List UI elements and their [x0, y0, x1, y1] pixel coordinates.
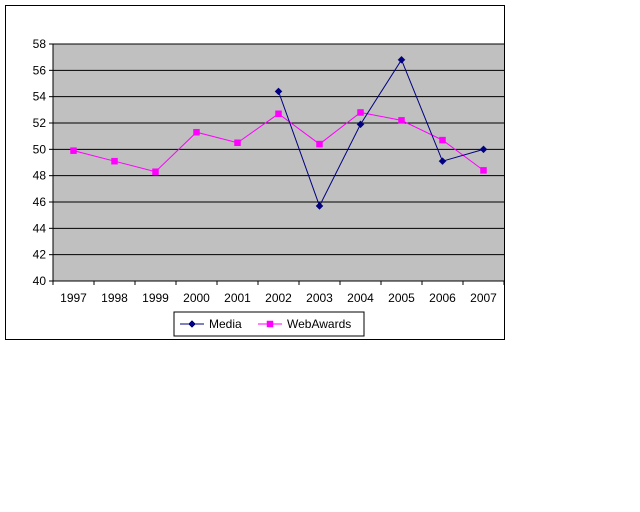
media-point: [274, 87, 283, 96]
media-point: [479, 145, 488, 154]
x-tick-label: 2002: [265, 291, 292, 305]
x-tick-label: 2001: [224, 291, 251, 305]
webawards-point: [480, 167, 487, 174]
webawards-point: [152, 168, 159, 175]
y-tick-label: 48: [33, 169, 47, 183]
webawards-point: [439, 136, 446, 144]
webawards-point: [193, 128, 200, 136]
plot-area: [52, 43, 506, 282]
line-chart: 40 42 44 46 48 50 52 54 56 58 1997 1998 1999 2000 200…: [33, 37, 506, 337]
y-tick-label: 44: [33, 221, 47, 235]
y-tick-label: 40: [33, 274, 47, 288]
y-tick-label: 54: [33, 90, 47, 104]
series-media: [274, 55, 488, 210]
legend-label: WebAwards: [287, 317, 351, 331]
series-webawards: [70, 109, 487, 175]
webawards-point: [111, 157, 118, 165]
y-axis-tick-labels: 40 42 44 46 48 50 52 54 56 58: [33, 37, 47, 288]
x-tick-label: 2005: [388, 291, 415, 305]
legend-entry-media: Media: [180, 317, 242, 331]
x-tick-label: 2004: [347, 291, 374, 305]
legend: Media WebAwards: [173, 311, 365, 337]
y-tick-label: 46: [33, 195, 47, 209]
media-point: [356, 120, 365, 129]
webawards-point: [316, 140, 323, 148]
x-tick-label: 2000: [183, 291, 210, 305]
y-tick-label: 58: [33, 37, 47, 51]
x-tick-label: 1999: [142, 291, 169, 305]
y-tick-label: 50: [33, 142, 47, 156]
axes: [49, 43, 505, 285]
y-tick-label: 52: [33, 116, 47, 130]
media-point: [397, 55, 406, 64]
chart-area: 40 42 44 46 48 50 52 54 56 58 1997 1998 1999 2000 200…: [5, 5, 506, 340]
x-axis-tick-labels: 1997 1998 1999 2000 2001 2002 2003 2004 2005 2006…: [60, 291, 497, 305]
media-point: [315, 202, 324, 210]
legend-swatch-marker: [266, 320, 274, 328]
x-tick-label: 1998: [101, 291, 128, 305]
x-tick-label: 1997: [60, 291, 87, 305]
legend-swatch-marker: [188, 320, 196, 328]
x-tick-label: 2007: [470, 291, 497, 305]
webawards-point: [275, 110, 282, 118]
y-tick-label: 56: [33, 63, 47, 77]
webawards-point: [398, 117, 405, 124]
media-line: [278, 58, 484, 208]
webawards-point: [357, 109, 364, 116]
series: [70, 55, 488, 210]
x-tick-label: 2003: [306, 291, 333, 305]
webawards-point: [70, 147, 77, 154]
webawards-point: [234, 139, 241, 146]
legend-entry-webawards: WebAwards: [258, 317, 351, 331]
gridlines: [53, 43, 504, 256]
media-point: [438, 157, 447, 166]
y-tick-label: 42: [33, 248, 47, 262]
legend-label: Media: [209, 317, 242, 331]
x-tick-label: 2006: [429, 291, 456, 305]
